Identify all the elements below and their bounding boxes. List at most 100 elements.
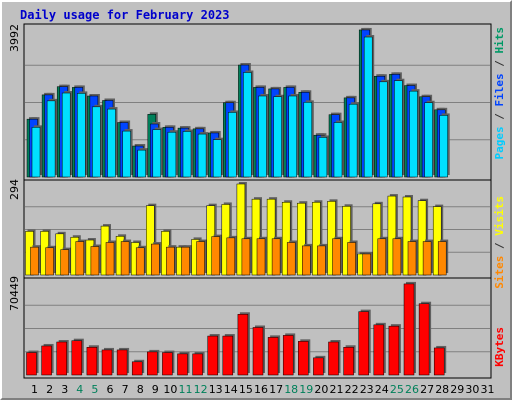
- legend-part: Files: [493, 73, 506, 106]
- visits-bar-day-19: [297, 202, 306, 276]
- visits-bar-day-18: [281, 202, 291, 276]
- visits-bar-day-15: [236, 183, 246, 276]
- x-tick-label: 4: [76, 383, 83, 396]
- x-tick-label: 12: [194, 383, 208, 396]
- legend-part: /: [493, 107, 506, 127]
- top-max-label: 3992: [8, 24, 21, 52]
- sites-bar-day-11: [181, 246, 190, 276]
- legend-part: Hits: [493, 27, 506, 54]
- kbytes-bar-day-4: [71, 340, 83, 376]
- x-tick-label: 13: [209, 383, 223, 396]
- x-tick-label: 6: [107, 383, 114, 396]
- kbytes-bar-day-7: [116, 349, 128, 376]
- x-tick-label: 16: [254, 383, 268, 396]
- pages-bar-day-1: [31, 127, 41, 178]
- sites-bar-day-3: [60, 249, 69, 276]
- sites-bar-day-17: [271, 238, 281, 276]
- x-tick-label: 7: [122, 383, 129, 396]
- visits-bar-day-27: [417, 200, 427, 276]
- kbytes-bar-day-1: [26, 352, 37, 376]
- x-tick-label: 2: [46, 383, 53, 396]
- x-tick-label: 19: [299, 383, 313, 396]
- bottom-axis-legend: KBytes: [493, 327, 506, 367]
- legend-part: Visits: [493, 196, 506, 236]
- x-tick-label: 21: [330, 383, 344, 396]
- sites-bar-day-15: [241, 238, 251, 276]
- legend-part: Pages: [493, 126, 506, 159]
- sites-bar-day-1: [30, 246, 39, 276]
- pages-bar-day-22: [348, 103, 358, 178]
- pages-bar-day-20: [318, 137, 328, 178]
- pages-bar-day-21: [333, 122, 343, 178]
- x-tick-label: 18: [284, 383, 298, 396]
- x-tick-label: 28: [435, 383, 449, 396]
- kbytes-bar-day-10: [162, 352, 173, 376]
- x-tick-label: 14: [224, 383, 238, 396]
- pages-bar-day-19: [303, 102, 313, 178]
- bar-marks: [25, 27, 450, 376]
- kbytes-bar-day-27: [418, 303, 430, 376]
- x-tick-label: 22: [345, 383, 359, 396]
- pages-bar-day-27: [424, 102, 433, 178]
- x-tick-label: 24: [375, 383, 389, 396]
- kbytes-bar-day-6: [101, 349, 113, 376]
- sites-bar-day-16: [256, 238, 266, 276]
- x-tick-label: 29: [450, 383, 464, 396]
- sites-bar-day-21: [332, 238, 341, 276]
- sites-bar-day-13: [211, 236, 220, 276]
- kbytes-bar-day-16: [252, 327, 264, 376]
- pages-bar-day-16: [258, 95, 267, 178]
- kbytes-bar-day-25: [388, 325, 400, 376]
- pages-bar-day-14: [228, 112, 237, 178]
- x-tick-label: 26: [405, 383, 419, 396]
- pages-bar-day-7: [122, 130, 131, 178]
- pages-bar-day-17: [273, 96, 282, 178]
- legend-part: /: [493, 54, 506, 74]
- kbytes-bar-day-19: [298, 341, 309, 376]
- x-tick-labels: 1 2 3 4 5 6 7 8 9 10 11 12 13 14 15 16 17 18 19 20 21 22 23 24 2…: [31, 383, 495, 396]
- x-tick-label: 11: [179, 383, 193, 396]
- legend-part: Sites: [493, 256, 506, 289]
- kbytes-bar-day-26: [403, 283, 415, 376]
- kbytes-bar-day-12: [192, 353, 203, 376]
- x-tick-label: 25: [390, 383, 404, 396]
- sites-bar-day-7: [120, 241, 130, 276]
- pages-bar-day-26: [409, 90, 418, 178]
- kbytes-bar-day-23: [358, 311, 369, 376]
- x-tick-label: 9: [152, 383, 159, 396]
- pages-bar-day-11: [182, 131, 192, 178]
- visits-bar-day-20: [312, 202, 321, 276]
- sites-bar-day-20: [317, 245, 326, 276]
- sites-bar-day-14: [226, 237, 236, 276]
- sites-bar-day-5: [90, 246, 100, 276]
- pages-bar-day-5: [92, 106, 101, 178]
- x-tick-label: 30: [465, 383, 479, 396]
- pages-bar-day-4: [77, 93, 86, 178]
- kbytes-bar-day-20: [313, 357, 324, 376]
- pages-bar-day-18: [288, 95, 297, 178]
- sites-bar-day-19: [302, 245, 311, 276]
- sites-bar-day-2: [45, 247, 54, 276]
- sites-bar-day-4: [75, 241, 85, 276]
- pages-bar-day-15: [243, 72, 252, 178]
- x-tick-label: 27: [420, 383, 434, 396]
- pages-bar-day-9: [152, 129, 162, 178]
- chart-title: Daily usage for February 2023: [20, 8, 230, 22]
- pages-bar-day-3: [61, 92, 71, 178]
- kbytes-bar-day-8: [131, 361, 143, 376]
- sites-bar-day-23: [362, 253, 371, 276]
- pages-bar-day-10: [167, 131, 177, 178]
- x-tick-label: 23: [360, 383, 374, 396]
- sites-bar-day-27: [422, 241, 432, 276]
- kbytes-bar-day-24: [373, 324, 385, 376]
- kbytes-bar-day-21: [328, 341, 339, 376]
- x-tick-label: 3: [61, 383, 68, 396]
- kbytes-bar-day-22: [343, 347, 354, 376]
- sites-bar-day-25: [392, 238, 402, 276]
- kbytes-bar-day-11: [177, 353, 188, 376]
- sites-bar-day-24: [377, 238, 387, 276]
- x-tick-label: 1: [31, 383, 38, 396]
- x-tick-label: 15: [239, 383, 253, 396]
- pages-bar-day-6: [107, 108, 116, 178]
